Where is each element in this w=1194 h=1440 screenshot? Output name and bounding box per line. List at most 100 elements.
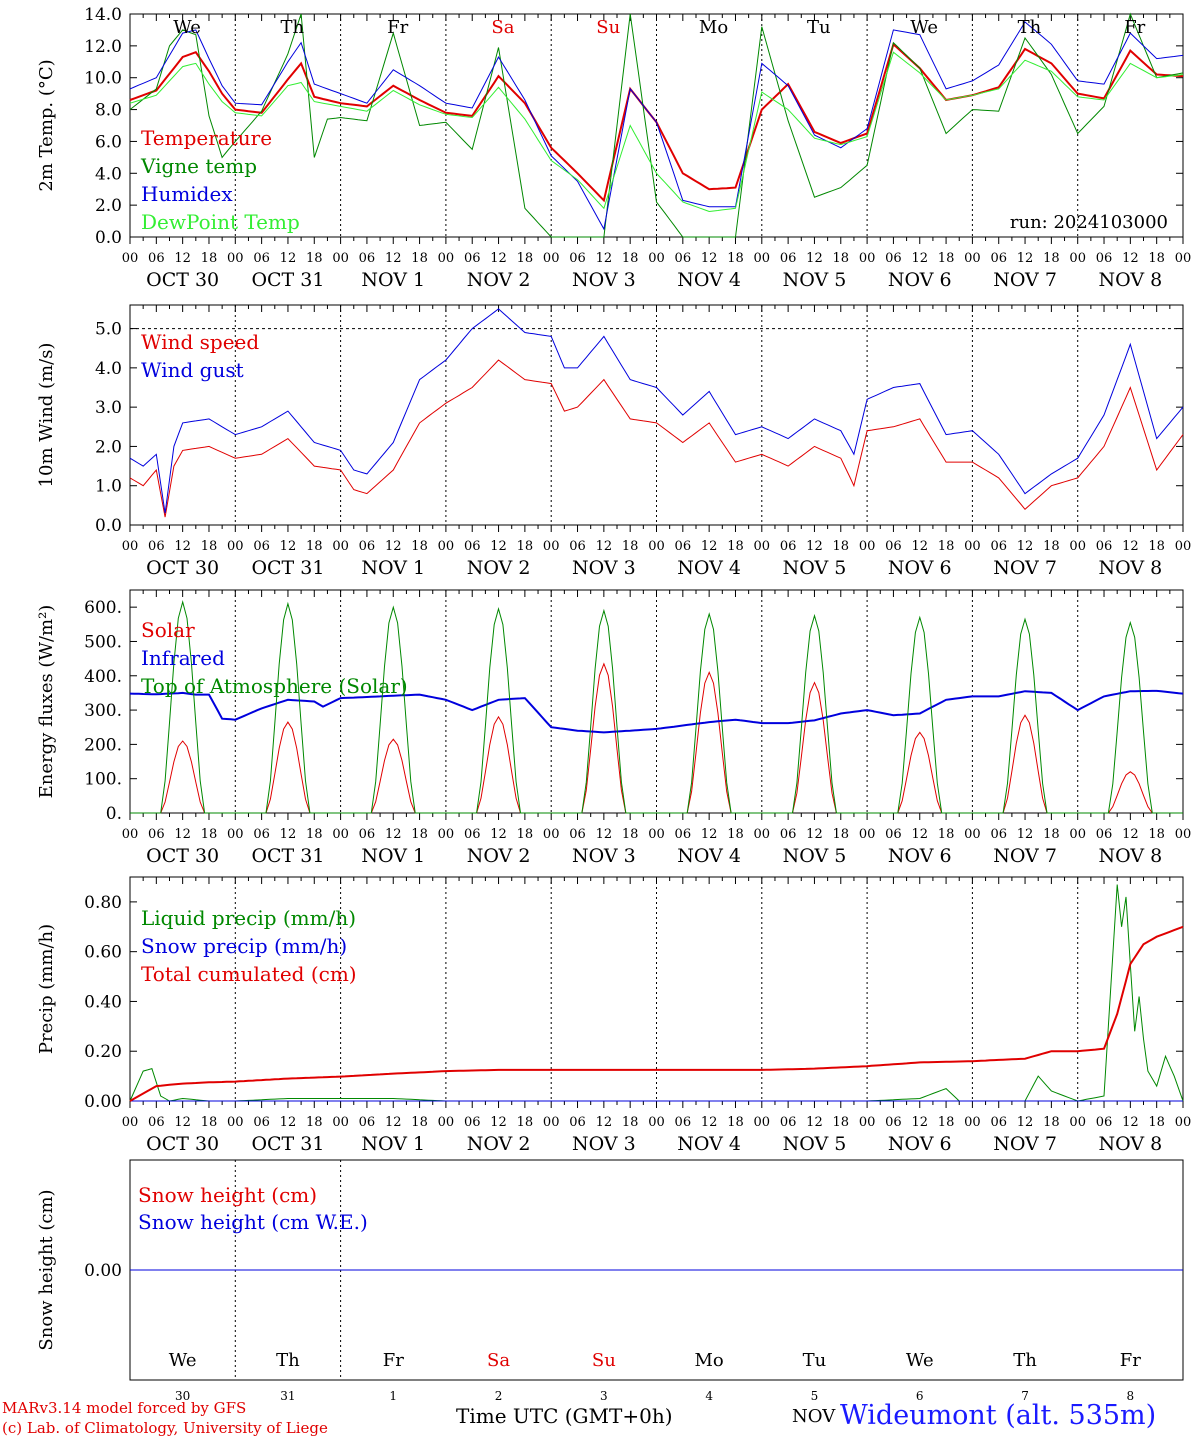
- hour-tick-label: 06: [253, 827, 270, 842]
- hour-tick-label: 18: [411, 251, 428, 266]
- hour-tick-label: 06: [253, 1115, 270, 1130]
- weekday-label-bottom: We: [169, 1350, 197, 1371]
- hour-tick-label: 12: [490, 1115, 507, 1130]
- hour-tick-label: 06: [464, 539, 481, 554]
- day-label: NOV 3: [572, 1133, 636, 1155]
- hour-tick-label: 06: [359, 1115, 376, 1130]
- hour-tick-label: 18: [1148, 827, 1165, 842]
- hour-tick-label: 18: [517, 827, 534, 842]
- legend-entry: Humidex: [141, 182, 233, 206]
- series-line-wind-gust: [129, 308, 1184, 514]
- hour-tick-label: 18: [622, 1115, 639, 1130]
- day-label: NOV 3: [572, 557, 636, 579]
- hour-tick-label: 00: [859, 1115, 876, 1130]
- day-label: NOV 2: [467, 269, 531, 291]
- day-number-label: 30: [175, 1389, 190, 1403]
- hour-tick-label: 00: [332, 251, 349, 266]
- legend-entry: Wind speed: [141, 330, 259, 354]
- hour-tick-label: 00: [227, 251, 244, 266]
- series-line-vigne-temp: [129, 12, 1184, 238]
- run-label: run: 2024103000: [1010, 212, 1168, 233]
- hour-tick-label: 00: [332, 827, 349, 842]
- hour-tick-label: 00: [543, 827, 560, 842]
- hour-tick-label: 06: [990, 251, 1007, 266]
- hour-tick-label: 06: [148, 251, 165, 266]
- day-label: NOV 7: [993, 845, 1057, 867]
- hour-tick-label: 12: [174, 251, 191, 266]
- day-label: NOV 1: [361, 845, 425, 867]
- hour-tick-label: 12: [701, 251, 718, 266]
- hour-tick-label: 00: [964, 1115, 981, 1130]
- hour-tick-label: 12: [280, 827, 297, 842]
- y-tick-label: 8.0: [95, 101, 122, 121]
- hour-tick-label: 12: [1017, 251, 1034, 266]
- hour-tick-label: 06: [885, 539, 902, 554]
- y-tick-label: 3.0: [95, 398, 122, 418]
- hour-tick-label: 00: [122, 539, 139, 554]
- y-tick-label: 1.0: [95, 477, 122, 497]
- hour-tick-label: 18: [938, 1115, 955, 1130]
- hour-tick-label: 18: [201, 827, 218, 842]
- hour-tick-label: 12: [701, 539, 718, 554]
- weekday-label-top: Sa: [491, 17, 514, 38]
- hour-tick-label: 00: [1069, 251, 1086, 266]
- hour-tick-label: 18: [411, 539, 428, 554]
- hour-tick-label: 12: [1122, 827, 1139, 842]
- hour-tick-label: 00: [438, 539, 455, 554]
- hour-tick-label: 06: [569, 1115, 586, 1130]
- day-label: NOV 1: [361, 1133, 425, 1155]
- y-axis-label: Snow height (cm): [36, 1189, 57, 1350]
- hour-tick-label: 06: [569, 827, 586, 842]
- y-tick-label: 0.20: [84, 1042, 122, 1062]
- hour-tick-label: 18: [938, 251, 955, 266]
- hour-tick-label: 00: [754, 539, 771, 554]
- panel-snow: [129, 1159, 1184, 1381]
- hour-tick-label: 06: [780, 539, 797, 554]
- hour-tick-label: 12: [385, 1115, 402, 1130]
- hour-tick-label: 18: [833, 827, 850, 842]
- hour-tick-label: 06: [675, 1115, 692, 1130]
- weekday-label-bottom: Fr: [383, 1350, 404, 1371]
- weekday-label-top: Mo: [699, 17, 728, 38]
- hour-tick-label: 06: [780, 1115, 797, 1130]
- day-label: NOV 7: [993, 269, 1057, 291]
- legend-entry: Total cumulated (cm): [141, 962, 357, 986]
- day-number-label: 5: [811, 1389, 819, 1403]
- hour-tick-label: 06: [148, 827, 165, 842]
- y-axis-label: 10m Wind (m/s): [36, 343, 57, 488]
- hour-tick-label: 12: [596, 827, 613, 842]
- hour-tick-label: 18: [411, 827, 428, 842]
- day-number-label: 3: [600, 1389, 608, 1403]
- hour-tick-label: 06: [885, 1115, 902, 1130]
- hour-tick-label: 00: [543, 251, 560, 266]
- hour-tick-label: 06: [359, 827, 376, 842]
- y-tick-label: 2.0: [95, 196, 122, 216]
- hour-tick-label: 12: [806, 827, 823, 842]
- y-tick-label: 0.80: [84, 893, 122, 913]
- day-label: NOV 3: [572, 845, 636, 867]
- hour-tick-label: 06: [675, 827, 692, 842]
- hour-tick-label: 12: [385, 251, 402, 266]
- hour-tick-label: 06: [148, 539, 165, 554]
- day-number-label: 8: [1127, 1389, 1135, 1403]
- y-tick-label: 12.0: [84, 37, 122, 57]
- day-label: NOV 5: [783, 845, 847, 867]
- day-label: NOV 8: [1098, 269, 1162, 291]
- hour-tick-label: 00: [543, 1115, 560, 1130]
- day-label: NOV 7: [993, 557, 1057, 579]
- day-label: NOV 6: [888, 269, 952, 291]
- station-name: Wideumont (alt. 535m): [840, 1400, 1157, 1431]
- hour-tick-label: 06: [885, 251, 902, 266]
- hour-tick-label: 18: [306, 251, 323, 266]
- hour-tick-label: 12: [806, 539, 823, 554]
- hour-tick-label: 00: [859, 251, 876, 266]
- hour-tick-label: 00: [754, 827, 771, 842]
- day-label: NOV 3: [572, 269, 636, 291]
- day-label: NOV 5: [783, 557, 847, 579]
- legend-entry: Wind gust: [141, 358, 244, 382]
- y-tick-label: 0.00: [84, 1092, 122, 1112]
- hour-tick-label: 06: [464, 827, 481, 842]
- hour-tick-label: 12: [280, 539, 297, 554]
- hour-tick-label: 00: [964, 539, 981, 554]
- hour-tick-label: 12: [1122, 251, 1139, 266]
